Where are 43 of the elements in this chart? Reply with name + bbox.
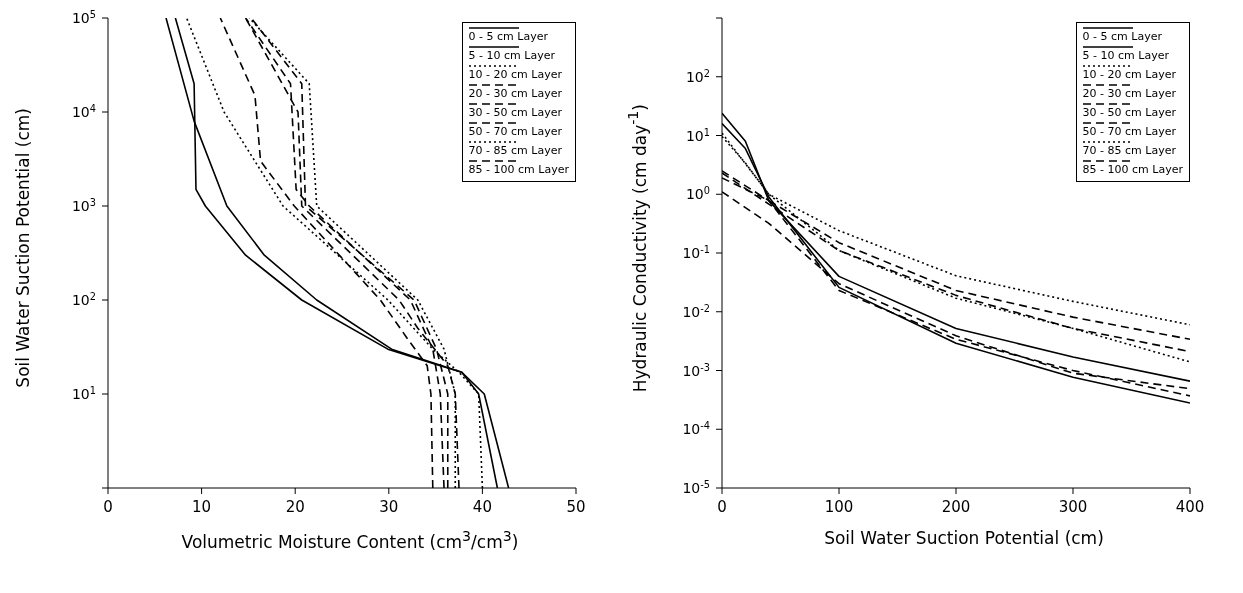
legend-label: 70 - 85 cm Layer <box>1082 144 1176 157</box>
y-tick-label: 10$^{-3}$ <box>682 361 710 379</box>
legend-label: 85 - 100 cm Layer <box>1082 163 1183 176</box>
y-tick-label: 10$^{0}$ <box>685 184 710 203</box>
y-tick-label: 10$^{1}$ <box>71 384 96 402</box>
y-tick-label: 10$^{-4}$ <box>682 419 710 438</box>
x-tick-label: 0 <box>103 498 113 516</box>
x-tick-label: 50 <box>566 498 586 516</box>
x-tick-label: 400 <box>1175 498 1205 516</box>
x-tick-label: 10 <box>192 498 212 516</box>
y-tick-label: 10$^{1}$ <box>685 126 710 144</box>
legend-label: 50 - 70 cm Layer <box>1082 125 1176 138</box>
y-axis-title: Soil Water Suction Potential (cm) <box>13 108 33 388</box>
legend-label: 20 - 30 cm Layer <box>1082 87 1176 100</box>
y-tick-label: 10$^{2}$ <box>685 67 710 85</box>
legend-label: 70 - 85 cm Layer <box>468 144 562 157</box>
x-tick-label: 30 <box>379 498 399 516</box>
legend-label: 5 - 10 cm Layer <box>468 49 555 62</box>
x-tick-label: 20 <box>285 498 305 516</box>
legend-label: 5 - 10 cm Layer <box>1082 49 1169 62</box>
legend-label: 10 - 20 cm Layer <box>1082 68 1176 81</box>
x-tick-label: 300 <box>1058 498 1088 516</box>
x-axis-title: Soil Water Suction Potential (cm) <box>823 528 1105 548</box>
x-axis-title: Volumetric Moisture Content (cm$^{3}$/cm$^{3}$) <box>180 528 520 552</box>
x-tick-label: 40 <box>472 498 492 516</box>
legend-label: 10 - 20 cm Layer <box>468 68 562 81</box>
y-tick-label: 10$^{5}$ <box>71 8 96 26</box>
legend-label: 50 - 70 cm Layer <box>468 125 562 138</box>
y-tick-label: 10$^{-2}$ <box>682 302 710 320</box>
x-tick-label: 200 <box>941 498 971 516</box>
legend-label: 0 - 5 cm Layer <box>468 30 548 43</box>
legend-label: 85 - 100 cm Layer <box>468 163 569 176</box>
y-tick-label: 10$^{-5}$ <box>682 478 710 496</box>
x-tick-label: 0 <box>717 498 727 516</box>
legend-label: 0 - 5 cm Layer <box>1082 30 1162 43</box>
legend-label: 30 - 50 cm Layer <box>1082 106 1176 119</box>
y-tick-label: 10$^{4}$ <box>71 102 96 120</box>
y-tick-label: 10$^{2}$ <box>71 290 96 308</box>
y-tick-label: 10$^{3}$ <box>71 196 96 214</box>
x-tick-label: 100 <box>824 498 854 516</box>
legend-label: 30 - 50 cm Layer <box>468 106 562 119</box>
y-tick-label: 10$^{-1}$ <box>682 243 710 261</box>
legend-label: 20 - 30 cm Layer <box>468 87 562 100</box>
